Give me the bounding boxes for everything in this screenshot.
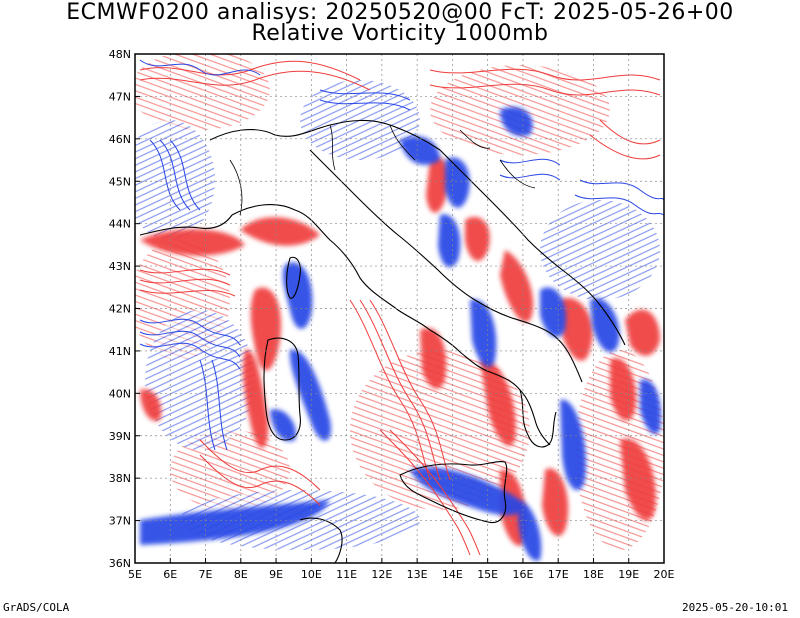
calabria-coast bbox=[519, 389, 557, 448]
footer-credit: GrADS/COLA bbox=[3, 601, 70, 614]
lat-label: 37N bbox=[109, 515, 131, 528]
figure-subtitle: Relative Vorticity 1000mb bbox=[251, 21, 549, 46]
lat-label: 46N bbox=[109, 133, 131, 146]
alps-border bbox=[209, 119, 441, 151]
lat-label: 36N bbox=[109, 557, 131, 570]
lon-label: 11E bbox=[336, 568, 357, 581]
lat-label: 44N bbox=[109, 218, 131, 231]
sardinia-coast bbox=[263, 337, 301, 441]
lon-label: 12E bbox=[371, 568, 392, 581]
lat-label: 48N bbox=[109, 48, 131, 61]
longitude-labels: 5E 6E 7E 8E 9E 10E 11E 12E 13E 14E 15E 16E 17E 18E 19E… bbox=[128, 568, 674, 581]
lat-label: 47N bbox=[109, 90, 131, 103]
positive-vorticity-bands bbox=[140, 157, 660, 546]
lat-label: 39N bbox=[109, 430, 131, 443]
lon-label: 6E bbox=[163, 568, 177, 581]
lat-label: 43N bbox=[109, 260, 131, 273]
axis-ticks bbox=[134, 53, 665, 564]
figure-title: ECMWF0200 analisys: 20250520@00 FcT: 202… bbox=[66, 0, 734, 25]
balkan-coast bbox=[439, 149, 626, 346]
lat-label: 41N bbox=[109, 345, 131, 358]
footer-timestamp: 2025-05-20-10:01 bbox=[682, 601, 788, 614]
negative-vorticity-bands bbox=[140, 106, 661, 561]
lat-label: 40N bbox=[109, 387, 131, 400]
lon-label: 7E bbox=[199, 568, 213, 581]
lon-label: 8E bbox=[234, 568, 248, 581]
tunisia-coast bbox=[299, 517, 343, 563]
lon-label: 15E bbox=[477, 568, 498, 581]
lat-label: 42N bbox=[109, 303, 131, 316]
lat-lon-grid bbox=[135, 54, 664, 563]
lon-label: 19E bbox=[618, 568, 639, 581]
france-coast bbox=[139, 214, 233, 236]
latitude-labels: 48N 47N 46N 45N 44N 43N 42N 41N 40N 39N 38N 37N 36N bbox=[109, 48, 131, 570]
corsica-coast bbox=[286, 256, 301, 299]
lon-label: 20E bbox=[654, 568, 675, 581]
lon-label: 5E bbox=[128, 568, 142, 581]
lon-label: 14E bbox=[442, 568, 463, 581]
lon-label: 18E bbox=[583, 568, 604, 581]
italy-adriatic-coast bbox=[309, 149, 583, 383]
sicily-coast bbox=[399, 461, 508, 524]
lat-label: 45N bbox=[109, 175, 131, 188]
italy-peninsula-coast bbox=[231, 204, 551, 446]
coastlines bbox=[139, 119, 626, 563]
lon-label: 13E bbox=[407, 568, 428, 581]
lon-label: 17E bbox=[548, 568, 569, 581]
lon-label: 16E bbox=[512, 568, 533, 581]
lon-label: 10E bbox=[301, 568, 322, 581]
lon-label: 9E bbox=[269, 568, 283, 581]
contour-lines-positive bbox=[139, 60, 661, 556]
lat-label: 38N bbox=[109, 472, 131, 485]
